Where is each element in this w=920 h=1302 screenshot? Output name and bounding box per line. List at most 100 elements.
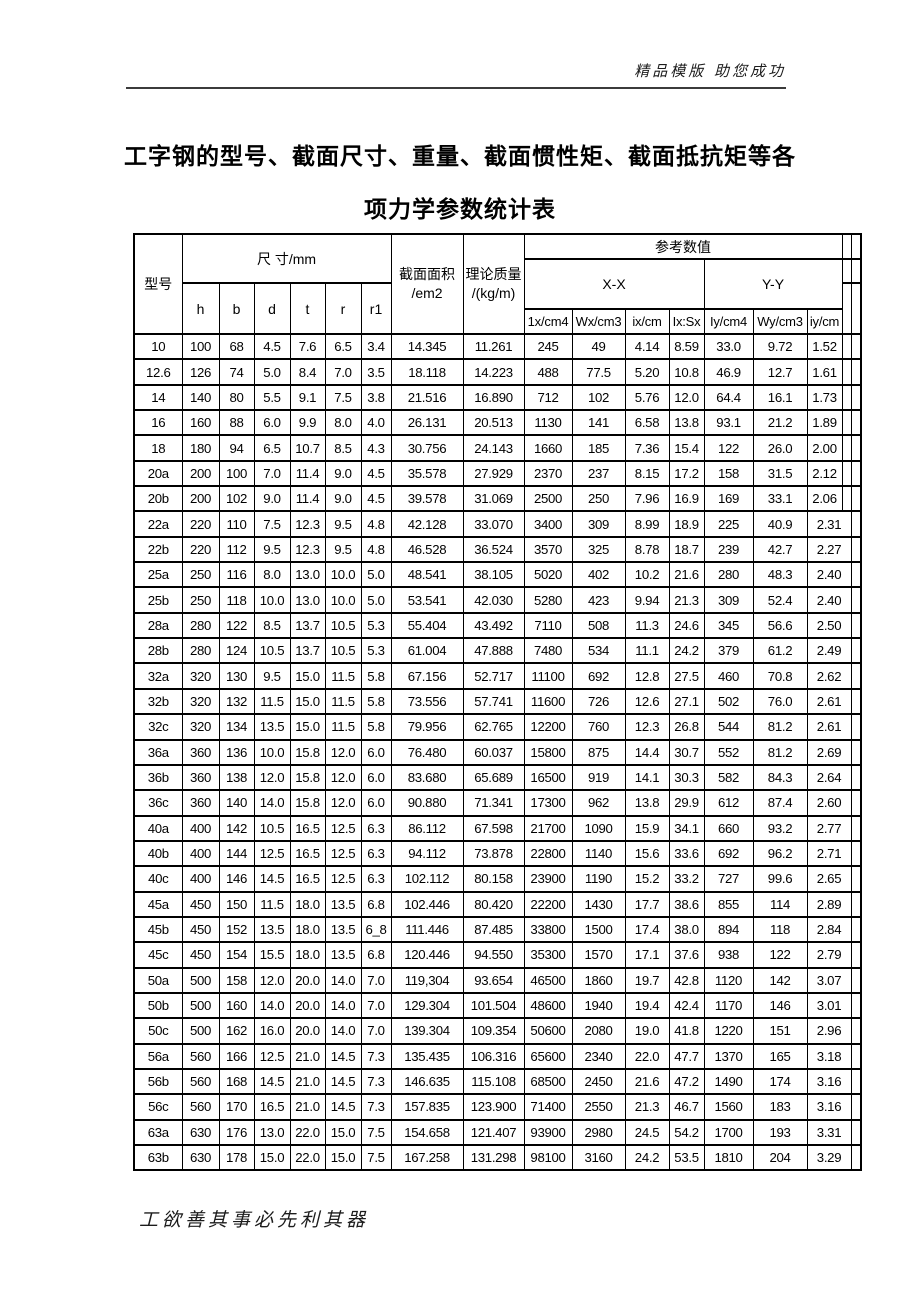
value-cell: 96.2 [752,839,808,868]
model-cell: 50c [133,1017,183,1045]
value-cell: 7.3 [360,1042,392,1070]
value-cell: 27.1 [668,687,705,716]
value-cell: 83.680 [390,763,464,792]
value-cell: 102.446 [390,890,464,918]
table-body: 10 100 68 4.5 7.6 6.5 3.4 14.345 11.261 245 49 4.14… [133,332,862,1172]
value-cell: 250 [181,561,220,589]
value-cell: 6.8 [360,890,392,918]
value-cell: 2.00 [806,434,843,462]
value-cell: 24.6 [668,611,705,640]
value-cell: 33.070 [462,510,525,538]
value-cell: 2.77 [806,814,852,842]
value-cell: 94.112 [390,839,464,868]
value-cell: 122 [218,611,255,640]
header-section-area-line1: 截面面积 [399,266,456,282]
value-cell: 2500 [523,485,573,513]
value-cell: 9.72 [752,332,808,361]
value-cell: 87.485 [462,915,525,944]
value-cell: 3.18 [806,1042,852,1070]
value-cell: 21.2 [752,409,808,437]
value-cell: 7.5 [360,1143,392,1172]
filler-cell [850,915,862,944]
value-cell: 919 [571,763,626,792]
value-cell: 3400 [523,510,573,538]
value-cell: 33.1 [752,485,808,513]
header-unit-ix-cm: ix/cm [624,308,670,335]
value-cell: 692 [571,662,626,690]
value-cell: 5280 [523,586,573,614]
value-cell: 167.258 [390,1143,464,1172]
value-cell: 126 [181,358,220,386]
value-cell: 3.4 [360,332,392,361]
header-axis-yy: Y-Y [703,258,843,310]
value-cell: 544 [703,713,754,741]
value-cell: 10.5 [324,611,362,640]
value-cell: 14.5 [253,1067,291,1096]
header-rule [126,87,786,89]
value-cell: 80.158 [462,865,525,893]
value-cell: 11.4 [289,485,326,513]
value-cell: 93900 [523,1118,573,1147]
value-cell: 10.7 [289,434,326,462]
value-cell: 508 [571,611,626,640]
table-row: 50c 500 162 16.0 20.0 14.0 7.0 139.304 109.354 50… [133,1017,862,1045]
value-cell: 53.541 [390,586,464,614]
value-cell: 36.524 [462,535,525,564]
value-cell: 500 [181,1017,220,1045]
value-cell: 1090 [571,814,626,842]
value-cell: 48.541 [390,561,464,589]
value-cell: 132 [218,687,255,716]
value-cell: 4.5 [360,485,392,513]
value-cell: 9.94 [624,586,670,614]
value-cell: 60.037 [462,738,525,766]
value-cell: 88 [218,409,255,437]
value-cell: 12200 [523,713,573,741]
value-cell: 46.528 [390,535,464,564]
value-cell: 18.0 [289,941,326,969]
value-cell: 30.3 [668,763,705,792]
table-row: 36c 360 140 14.0 15.8 12.0 6.0 90.880 71.341 1730… [133,789,862,817]
params-table: 型号 尺 寸/mm 截面面积 /em2 理论质量 /(kg/m) 参考数值 X-… [133,233,863,1172]
value-cell: 360 [181,789,220,817]
value-cell: 11.5 [253,890,291,918]
value-cell: 894 [703,915,754,944]
value-cell: 3.07 [806,966,852,994]
value-cell: 5.3 [360,611,392,640]
value-cell: 10.5 [253,637,291,665]
value-cell: 16.890 [462,383,525,412]
value-cell: 5.5 [253,383,291,412]
value-cell: 16.5 [253,1093,291,1121]
table-header: 型号 尺 寸/mm 截面面积 /em2 理论质量 /(kg/m) 参考数值 X-… [133,233,862,335]
filler-cell [841,358,852,386]
value-cell: 534 [571,637,626,665]
value-cell: 26.131 [390,409,464,437]
model-cell: 10 [133,332,183,361]
value-cell: 21.6 [624,1067,670,1096]
value-cell: 102 [218,485,255,513]
value-cell: 13.0 [253,1118,291,1147]
value-cell: 4.8 [360,510,392,538]
value-cell: 560 [181,1093,220,1121]
value-cell: 21.0 [289,1042,326,1070]
value-cell: 11.5 [324,687,362,716]
value-cell: 9.5 [253,662,291,690]
value-cell: 65.689 [462,763,525,792]
value-cell: 39.578 [390,485,464,513]
value-cell: 280 [181,637,220,665]
value-cell: 5.76 [624,383,670,412]
value-cell: 65600 [523,1042,573,1070]
value-cell: 119,304 [390,966,464,994]
filler-cell [850,459,862,488]
value-cell: 140 [218,789,255,817]
value-cell: 94.550 [462,941,525,969]
table-row: 20b 200 102 9.0 11.4 9.0 4.5 39.578 31.069 2500 25… [133,485,862,513]
model-cell: 32c [133,713,183,741]
value-cell: 115.108 [462,1067,525,1096]
filler-cell [841,332,852,361]
value-cell: 81.2 [752,738,808,766]
filler-cell [850,763,862,792]
header-dim-b: b [218,282,255,335]
value-cell: 7.0 [360,966,392,994]
value-cell: 7.5 [324,383,362,412]
value-cell: 2.69 [806,738,852,766]
